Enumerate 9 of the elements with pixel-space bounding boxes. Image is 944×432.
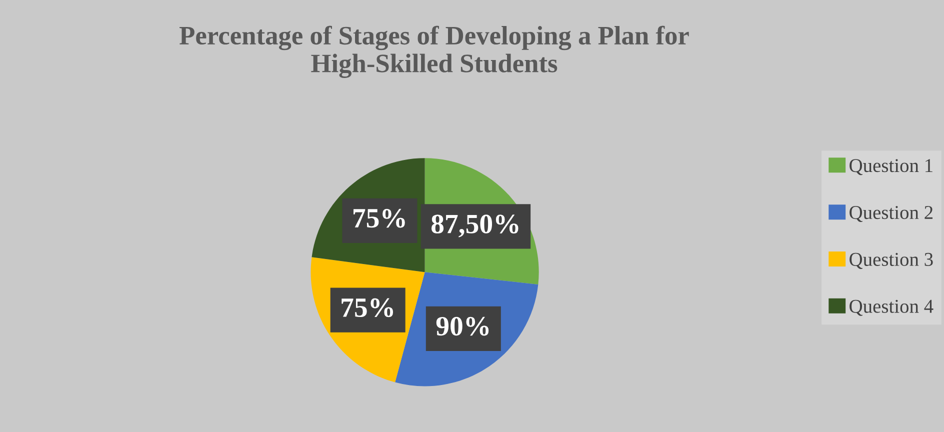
- data-label: 75%: [354, 208, 405, 228]
- legend-label: Question 3: [850, 252, 933, 269]
- data-label: 75%: [342, 298, 394, 318]
- data-label: 90%: [436, 316, 489, 336]
- legend-label: Question 4: [850, 300, 934, 316]
- data-label: 87,50%: [432, 214, 518, 238]
- legend-label: Question 2: [850, 206, 933, 222]
- legend-label: Question 1: [850, 159, 932, 176]
- chart-title: Percentage of Stages of Developing a Plan for High-Skilled Students: [180, 26, 689, 78]
